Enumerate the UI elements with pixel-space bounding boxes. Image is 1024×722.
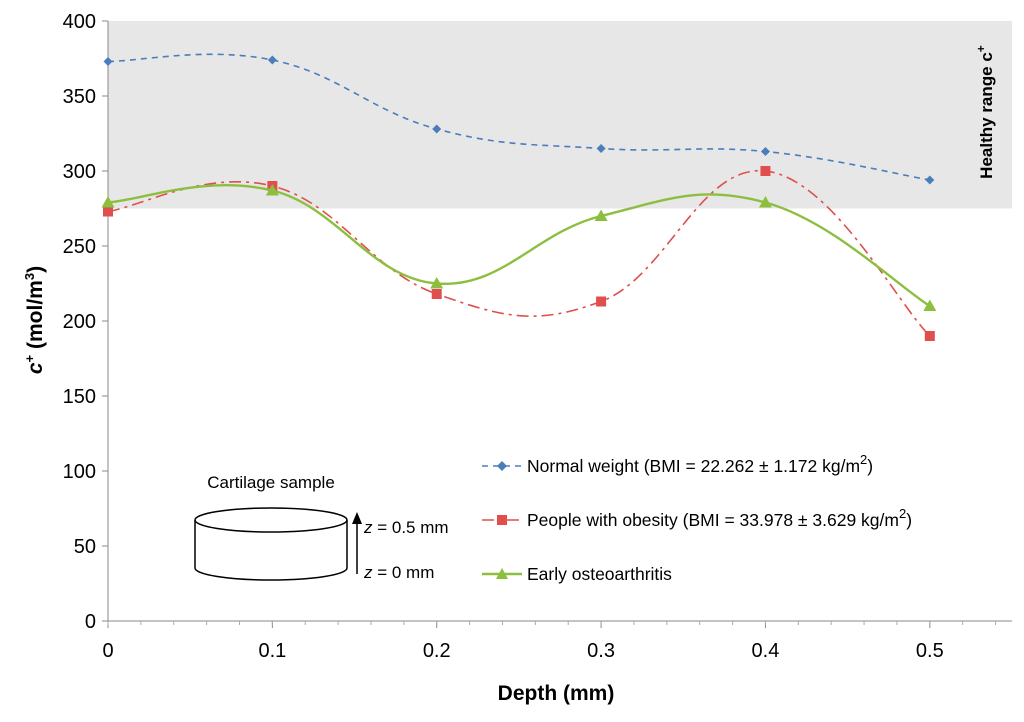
- y-tick-label: 200: [63, 311, 96, 333]
- y-tick-label: 350: [63, 86, 96, 108]
- y-axis-title-sup2: 3: [22, 273, 37, 280]
- data-point-early-oa: [594, 209, 608, 221]
- cartilage-sample-annotation: Cartilage sample z = 0.5 mm z = 0 mm: [194, 473, 449, 582]
- series-line-obesity: [107, 170, 931, 337]
- y-axis-title-sup1: +: [22, 354, 37, 362]
- legend-sup-normal-weight: 2: [860, 452, 867, 467]
- data-point-normal-weight: [925, 175, 935, 185]
- y-axis-title-var: c: [24, 362, 47, 374]
- healthy-range-band: [108, 21, 1012, 209]
- legend-text-normal-weight: Normal weight (BMI = 22.262 ± 1.172 kg/m: [527, 456, 860, 476]
- legend-marker-obesity: [497, 515, 507, 525]
- legend-label-normal-weight: Normal weight (BMI = 22.262 ± 1.172 kg/m…: [527, 452, 873, 476]
- series-line-normal-weight: [107, 53, 930, 181]
- x-tick-label: 0.1: [258, 640, 286, 662]
- legend: Normal weight (BMI = 22.262 ± 1.172 kg/m…: [482, 452, 912, 584]
- data-point-obesity: [924, 331, 935, 341]
- legend-label-obesity: People with obesity (BMI = 33.978 ± 3.62…: [527, 506, 912, 530]
- depth-top-var: z: [363, 518, 373, 537]
- x-tick-label: 0.5: [916, 640, 944, 662]
- depth-arrow-head: [352, 512, 362, 524]
- data-point-early-oa: [101, 196, 115, 208]
- legend-marker-normal-weight: [497, 461, 507, 471]
- data-point-early-oa: [430, 277, 444, 289]
- y-axis-title: c+ (mol/m3): [22, 266, 47, 374]
- legend-sup-obesity: 2: [899, 506, 906, 521]
- series-line-early-oa: [107, 184, 931, 308]
- data-point-obesity: [103, 206, 113, 217]
- series-early-oa: [101, 184, 937, 311]
- cylinder-bottom: [194, 567, 348, 581]
- y-axis-title-unit: (mol/m: [24, 280, 47, 355]
- y-tick-label: 100: [63, 461, 96, 483]
- y-tick-label: 0: [85, 611, 96, 633]
- y-tick-label: 150: [63, 386, 96, 408]
- data-point-obesity: [760, 166, 771, 176]
- x-tick-label: 0.4: [752, 640, 780, 662]
- legend-label-early-oa: Early osteoarthritis: [527, 564, 672, 584]
- healthy-range-label-text: Healthy range c: [977, 52, 996, 179]
- data-point-early-oa: [758, 196, 772, 208]
- data-point-early-oa: [923, 299, 937, 311]
- data-point-normal-weight: [267, 55, 277, 65]
- depth-top-label: z = 0.5 mm: [363, 518, 449, 537]
- legend-end-normal-weight: ): [867, 456, 873, 476]
- y-tick-label: 400: [63, 11, 96, 33]
- legend-marker-early-oa: [496, 568, 508, 579]
- data-point-obesity: [596, 296, 607, 307]
- y-tick-label: 300: [63, 161, 96, 183]
- legend-end-obesity: ): [906, 510, 912, 530]
- legend-item-early-oa: Early osteoarthritis: [482, 564, 672, 584]
- depth-top-value: = 0.5 mm: [373, 518, 449, 537]
- x-axis-title: Depth (mm): [498, 682, 615, 705]
- data-point-normal-weight: [596, 144, 606, 153]
- y-axis-title-end: ): [24, 266, 47, 273]
- data-point-obesity: [431, 289, 442, 299]
- y-tick-label: 50: [74, 536, 96, 558]
- series-layer: [101, 53, 937, 341]
- depth-bottom-value: = 0 mm: [373, 563, 435, 582]
- cartilage-sample-title: Cartilage sample: [207, 473, 335, 492]
- data-point-early-oa: [265, 184, 279, 196]
- legend-text-obesity: People with obesity (BMI = 33.978 ± 3.62…: [527, 510, 899, 530]
- legend-item-normal-weight: Normal weight (BMI = 22.262 ± 1.172 kg/m…: [482, 452, 873, 476]
- healthy-range-label: Healthy range c+: [974, 45, 996, 179]
- x-tick-label: 0: [102, 640, 113, 662]
- healthy-range-label-sup: +: [974, 45, 988, 52]
- legend-item-obesity: People with obesity (BMI = 33.978 ± 3.62…: [482, 506, 912, 530]
- x-tick-label: 0.3: [587, 640, 615, 662]
- y-tick-label: 250: [63, 236, 96, 258]
- data-point-normal-weight: [432, 124, 442, 134]
- depth-bottom-label: z = 0 mm: [363, 563, 434, 582]
- x-tick-label: 0.2: [423, 640, 451, 662]
- data-point-normal-weight: [103, 57, 113, 66]
- data-point-normal-weight: [760, 147, 770, 156]
- depth-bottom-var: z: [363, 563, 373, 582]
- series-normal-weight: [103, 53, 935, 185]
- axes-layer: 0 50 100 150 200 250 300 350 400 0 0.1 0.2 0.3 0.4 0.5: [63, 11, 1012, 662]
